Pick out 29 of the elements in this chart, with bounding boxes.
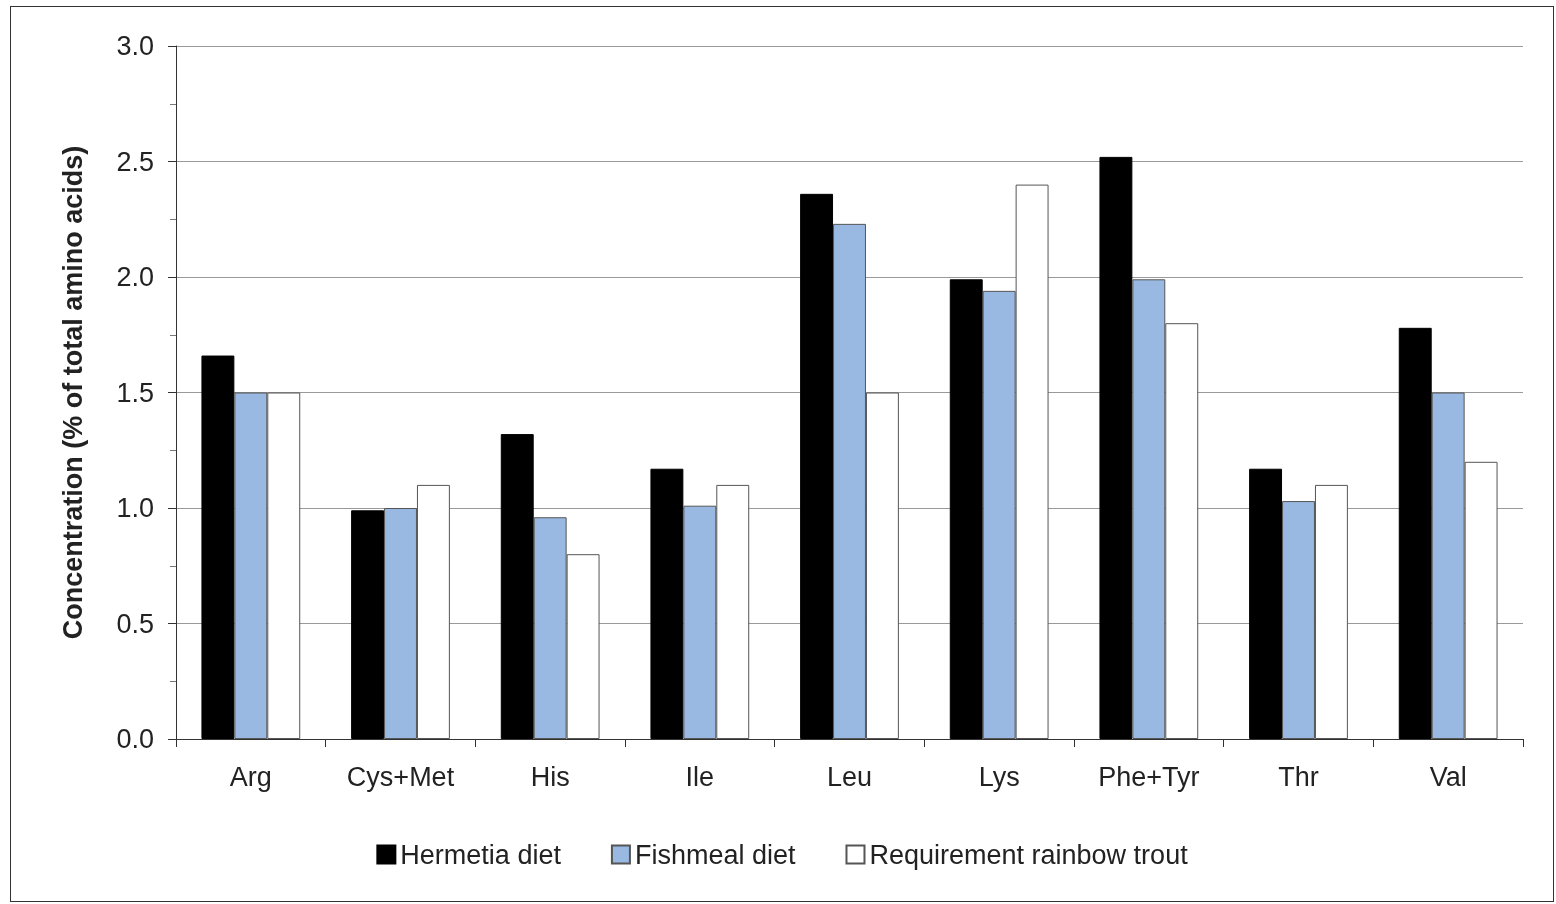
bar xyxy=(500,434,534,739)
y-tick-label: 3.0 xyxy=(116,31,154,61)
y-tick-label: 1.0 xyxy=(116,493,154,523)
x-tick-label: His xyxy=(530,761,570,792)
legend-label: Fishmeal diet xyxy=(634,839,796,870)
bar xyxy=(201,355,235,739)
bar xyxy=(1398,327,1432,739)
y-tick-label: 2.0 xyxy=(116,262,154,292)
x-tick-label: Arg xyxy=(229,761,272,792)
legend-label: Hermetia diet xyxy=(400,839,562,870)
x-tick-label: Cys+Met xyxy=(346,761,455,792)
y-tick-label: 0.5 xyxy=(116,608,154,639)
x-tick-label: Leu xyxy=(826,761,873,792)
bar xyxy=(949,279,983,739)
bar xyxy=(1099,156,1133,739)
x-tick-label: Phe+Tyr xyxy=(1098,761,1200,792)
x-tick-label: Ile xyxy=(685,761,715,792)
y-tick-label: 1.5 xyxy=(116,377,154,408)
legend-label: Requirement rainbow trout xyxy=(869,839,1189,870)
bar xyxy=(351,510,385,739)
y-tick-label: 2.5 xyxy=(116,146,154,177)
y-axis-title: Concentration (% of total amino acids) xyxy=(57,145,88,640)
y-tick-label: 0.0 xyxy=(116,724,154,754)
x-tick-label: Lys xyxy=(978,761,1020,792)
x-tick-label: Thr xyxy=(1278,761,1319,792)
bar xyxy=(650,468,684,739)
bar xyxy=(1249,468,1283,739)
bar xyxy=(800,193,834,739)
x-tick-label: Val xyxy=(1429,761,1467,792)
